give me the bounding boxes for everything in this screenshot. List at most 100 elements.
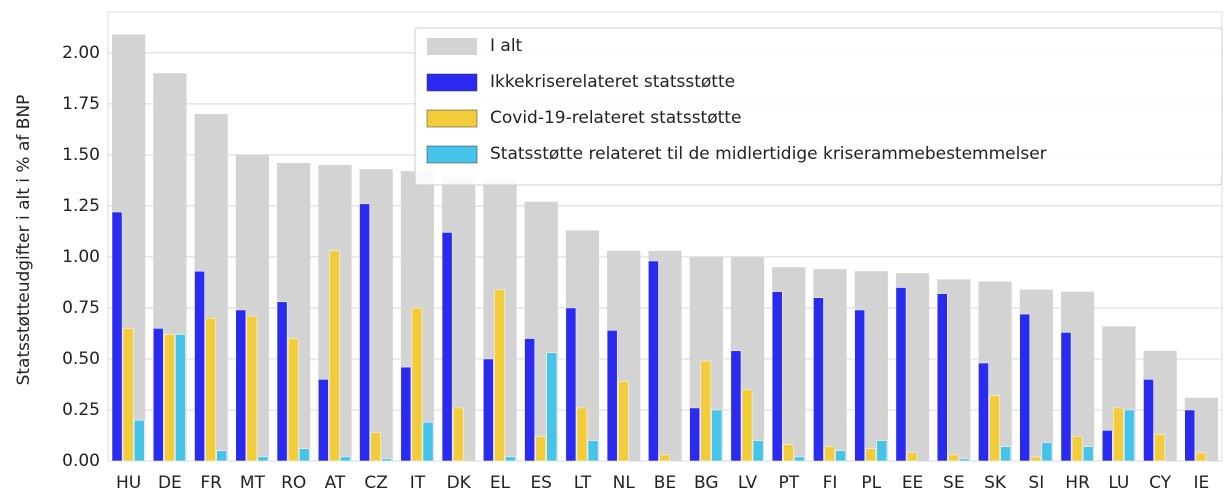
x-tick-label: FR (200, 473, 222, 493)
bar (1071, 436, 1083, 462)
bar (659, 454, 670, 462)
y-tick-label: 1.50 (62, 145, 100, 165)
bar (794, 456, 805, 462)
y-tick-label: 0.75 (62, 298, 100, 318)
bar (370, 432, 381, 462)
bar (340, 456, 351, 462)
y-tick-label: 1.75 (62, 94, 100, 114)
bar (164, 334, 175, 462)
bar (1000, 446, 1011, 462)
bar (246, 315, 258, 462)
x-tick-label: CY (1149, 473, 1172, 493)
bar (752, 440, 764, 462)
bar (441, 232, 453, 462)
bar (411, 307, 423, 462)
bar (122, 328, 134, 462)
bar (689, 407, 700, 462)
bar (587, 440, 599, 462)
bar (835, 450, 846, 462)
bar (257, 456, 269, 462)
bar (1082, 446, 1094, 462)
bar (546, 352, 558, 462)
bar (1030, 456, 1042, 462)
x-tick-label: CZ (364, 473, 388, 493)
y-axis-label: Statsstøtteudgifter i alt i % af BNP (14, 95, 34, 386)
legend-label: I alt (490, 36, 523, 56)
x-tick-label: IE (1193, 473, 1209, 493)
legend-label: Covid-19-relateret statsstøtte (490, 108, 741, 128)
bar (948, 454, 959, 462)
bar (1124, 409, 1135, 462)
x-tick-label: DK (447, 473, 472, 493)
bar (276, 301, 288, 462)
x-tick-label: PT (778, 473, 799, 493)
bar (318, 379, 329, 462)
bar (700, 360, 712, 462)
bar (1101, 430, 1113, 462)
bar (617, 381, 629, 462)
bar (1019, 313, 1031, 462)
legend-swatch (427, 38, 477, 55)
bar (906, 452, 918, 462)
x-tick-label: IT (410, 473, 426, 493)
bar (936, 293, 948, 462)
x-tick-label: MT (240, 473, 266, 493)
x-tick-label: LU (1108, 473, 1129, 493)
bar (298, 448, 310, 462)
x-tick-label: HR (1065, 473, 1090, 493)
x-tick-label: EL (490, 473, 511, 493)
x-tick-label: EE (902, 473, 923, 493)
bar (1041, 442, 1053, 462)
bar (978, 362, 989, 462)
bar (771, 291, 783, 462)
legend-label: Ikkekriserelateret statsstøtte (490, 72, 735, 92)
x-tick-label: NL (613, 473, 636, 493)
bar (782, 444, 794, 462)
bar (505, 456, 516, 462)
y-tick-label: 1.25 (62, 196, 100, 216)
bar (535, 436, 547, 462)
bar (287, 338, 299, 462)
bar (1113, 407, 1124, 462)
legend-swatch (426, 109, 478, 128)
bar (235, 309, 247, 462)
bar (483, 358, 494, 462)
bar (111, 211, 123, 462)
bar (329, 250, 340, 462)
bar (865, 448, 877, 462)
bar (576, 407, 588, 462)
x-tick-label: FI (823, 473, 838, 493)
bar (648, 260, 659, 462)
bar (133, 419, 145, 462)
y-tick-label: 0.25 (62, 400, 100, 420)
bar (381, 458, 393, 462)
bar (895, 287, 907, 462)
bar (175, 334, 186, 462)
bar (876, 440, 888, 462)
bar (1154, 434, 1165, 462)
x-tick-label: SI (1028, 473, 1044, 493)
bar (194, 270, 205, 462)
x-tick-label: BE (654, 473, 676, 493)
x-tick-label: DE (158, 473, 182, 493)
x-tick-label: BG (694, 473, 719, 493)
y-tick-label: 0.00 (62, 451, 100, 471)
bar (989, 395, 1000, 462)
bar (741, 389, 753, 462)
bar (524, 338, 535, 462)
x-tick-label: ES (530, 473, 552, 493)
legend-swatch (426, 73, 478, 92)
legend-label: Statsstøtte relateret til de midlertidig… (490, 144, 1047, 164)
bar (711, 409, 723, 462)
legend-swatch (426, 145, 478, 164)
x-tick-label: HU (116, 473, 141, 493)
bar (1060, 332, 1072, 462)
bar (205, 317, 216, 462)
bar (452, 407, 464, 462)
bar (216, 450, 228, 462)
y-tick-label: 1.00 (62, 247, 100, 267)
bar (1195, 452, 1207, 462)
y-tick-label: 2.00 (62, 43, 100, 63)
bar (813, 297, 824, 462)
